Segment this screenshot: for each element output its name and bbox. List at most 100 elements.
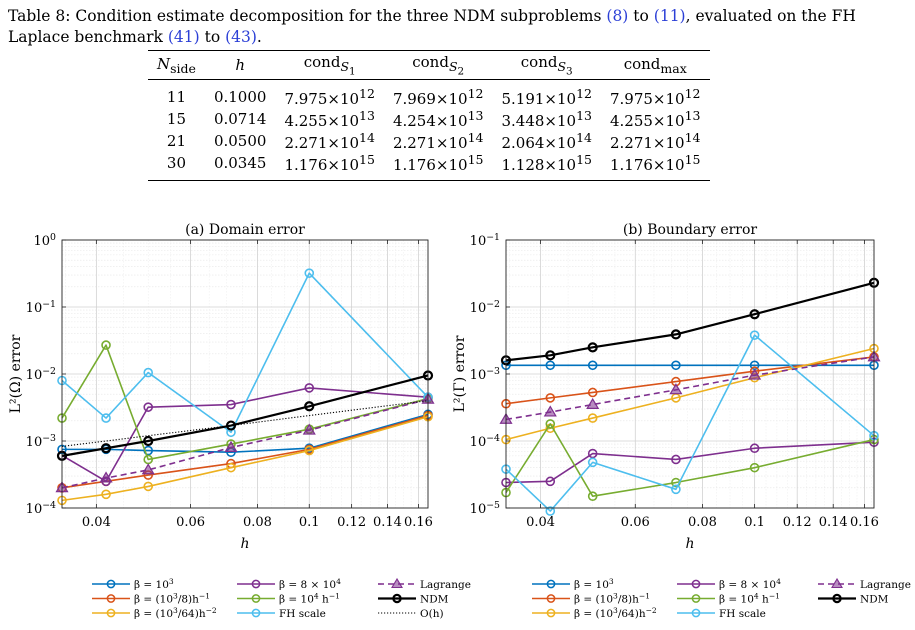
- legend-entry: β = 104 h−1: [237, 591, 340, 605]
- caption-end: .: [256, 28, 262, 46]
- table-cell-conds2: 1.176×1015: [383, 152, 493, 181]
- data-point: [143, 402, 154, 412]
- y-tick-label: 10−4: [470, 433, 500, 450]
- data-point: [143, 367, 154, 378]
- boundary-error-chart: 0.04 0.06 0.08 0.1 0.12 0.14 0.16 10−5 10−4 10−3 1…: [452, 222, 881, 552]
- y-axis-label: L²(Ω) error: [8, 334, 24, 413]
- legend-label: β = (103/8)h−1: [574, 591, 650, 605]
- table-cell-nside: 21: [166, 132, 187, 150]
- data-point: [304, 445, 315, 456]
- caption-to-2: to: [199, 28, 226, 46]
- y-tick-label: 10−2: [470, 299, 500, 316]
- x-tick-label: 0.1: [744, 515, 765, 530]
- table-caption: Table 8: Condition estimate decompositio…: [8, 6, 908, 48]
- data-point: [304, 268, 315, 278]
- table-cell-h: 0.1000: [213, 88, 267, 106]
- legend-entry: FH scale: [237, 608, 326, 620]
- table-cell-conds1: 1.176×1015: [275, 152, 384, 181]
- data-point: [671, 360, 681, 371]
- legend-entry: β = 103: [532, 577, 614, 591]
- legend-label: NDM: [860, 593, 889, 605]
- data-point: [224, 440, 238, 452]
- series-line: [505, 423, 875, 498]
- data-point: [587, 360, 598, 371]
- data-point: [304, 401, 315, 412]
- table-cell-nside: 11: [166, 88, 187, 106]
- legend-entry: β = (103/8)h−1: [92, 591, 210, 605]
- series-line: [61, 398, 429, 489]
- table-cell-nside: 30: [148, 152, 205, 181]
- x-tick-label: 0.08: [243, 515, 272, 530]
- data-point: [226, 399, 236, 410]
- legend-label: β = 103: [134, 577, 174, 591]
- equation-ref-8[interactable]: (8): [606, 7, 629, 25]
- caption-lead: Table 8: Condition estimate decompositio…: [8, 7, 607, 25]
- series-line: [61, 415, 429, 502]
- series-line: [505, 334, 875, 512]
- data-point: [670, 329, 682, 340]
- legend-label: β = 104 h−1: [719, 591, 780, 605]
- legend-marker: [546, 579, 556, 589]
- legend-entry: β = 8 × 104: [677, 577, 781, 591]
- data-point: [100, 443, 112, 454]
- data-point: [587, 448, 598, 459]
- data-point: [143, 435, 154, 447]
- data-point: [226, 462, 236, 473]
- legend-entry: FH scale: [677, 608, 766, 620]
- legend-marker: [546, 608, 556, 618]
- data-point: [748, 368, 762, 380]
- series-o-h-: [61, 400, 429, 447]
- equation-ref-41[interactable]: (41): [167, 28, 200, 46]
- y-tick-label: 10−2: [26, 366, 56, 383]
- legend-entry: β = (103/64)h−2: [532, 606, 657, 620]
- x-tick-label: 0.14: [373, 515, 402, 530]
- legend-marker: [251, 594, 261, 603]
- legend-label: β = 8 × 104: [279, 577, 341, 591]
- series-lagrange: [55, 392, 435, 493]
- legend-entry: NDM: [378, 593, 449, 605]
- data-point: [302, 423, 316, 435]
- legend-label: Lagrange: [860, 579, 911, 591]
- x-tick-label: 0.12: [337, 515, 366, 530]
- table-header-conds3: condS3: [492, 50, 601, 80]
- x-tick-label: 0.16: [404, 515, 433, 530]
- table-cell-conds1: 2.271×1014: [284, 130, 375, 152]
- table-body: 11 0.1000 7.975×1012 7.969×1012 5.191×1012 7.…: [148, 80, 710, 181]
- x-tick-label: 0.04: [82, 515, 111, 530]
- table-row: 21 0.0500 2.271×1014 2.271×1014 2.064×1014 2.…: [148, 130, 710, 152]
- x-tick-label: 0.04: [526, 515, 555, 530]
- data-point: [99, 471, 113, 483]
- data-point: [141, 463, 155, 475]
- series-line: [505, 441, 875, 484]
- data-point: [671, 454, 681, 465]
- table-cell-condmax: 4.255×1013: [609, 108, 701, 130]
- legend-label: β = (103/8)h−1: [134, 591, 210, 605]
- data-point: [587, 387, 598, 398]
- equation-ref-11[interactable]: (11): [653, 7, 686, 25]
- legend-marker: [831, 577, 843, 589]
- table-cell-condmax: 2.271×1014: [609, 130, 701, 152]
- equation-ref-43[interactable]: (43): [225, 28, 257, 46]
- table-row: 30 0.0345 1.176×1015 1.176×1015 1.128×1015 1.…: [148, 152, 710, 181]
- series-line: [61, 272, 429, 434]
- legend-label: FH scale: [719, 608, 766, 620]
- legend-marker: [251, 608, 261, 618]
- table-header-conds1: condS1: [275, 50, 384, 80]
- table-cell-conds1: 4.255×1013: [284, 108, 375, 130]
- condition-estimate-table: Nside h condS1 condS2 condS3 condmax 11 0.1000…: [148, 50, 710, 181]
- legend-marker: [546, 594, 556, 603]
- legend-marker: [391, 577, 403, 589]
- legend-label: β = (103/64)h−2: [134, 606, 217, 620]
- y-axis-label: L²(Γ) error: [452, 335, 468, 412]
- data-point: [587, 491, 598, 502]
- x-tick-label: 0.12: [783, 515, 812, 530]
- x-tick-label: 0.1: [299, 515, 320, 530]
- data-point: [749, 462, 760, 473]
- caption-to-1: to: [628, 7, 654, 25]
- table-cell-conds2: 7.969×1012: [392, 86, 484, 108]
- data-point: [543, 405, 557, 417]
- data-point: [587, 413, 598, 423]
- y-tick-label: 10−5: [470, 500, 500, 517]
